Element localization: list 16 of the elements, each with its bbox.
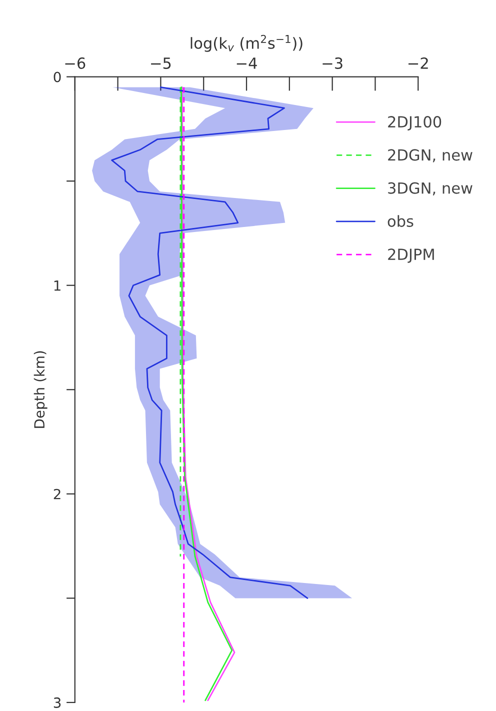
legend-label: 3DGN, new xyxy=(388,182,472,196)
x-tick-label: −5 xyxy=(151,58,171,69)
legend-label: 2DJPM xyxy=(388,248,434,263)
y-axis-title: Depth (km) xyxy=(34,351,48,428)
y-tick-label: 3 xyxy=(54,697,61,708)
legend-label: obs xyxy=(388,215,414,227)
y-tick-label: 1 xyxy=(54,280,60,291)
y-tick-label: 0 xyxy=(54,72,61,82)
x-axis-title: log(k$_{v}$ (m$^{2}$s$^{−1}$)) xyxy=(190,34,302,52)
x-tick-label: −6 xyxy=(65,57,86,69)
x-tick-label: −3 xyxy=(322,57,342,69)
x-tick-label: −4 xyxy=(236,58,257,69)
legend-label: 2DGN, new xyxy=(388,149,472,162)
legend-label: 2DJ100 xyxy=(388,116,442,130)
x-tick-label: −2 xyxy=(408,57,428,69)
y-tick-label: 2 xyxy=(54,488,60,500)
